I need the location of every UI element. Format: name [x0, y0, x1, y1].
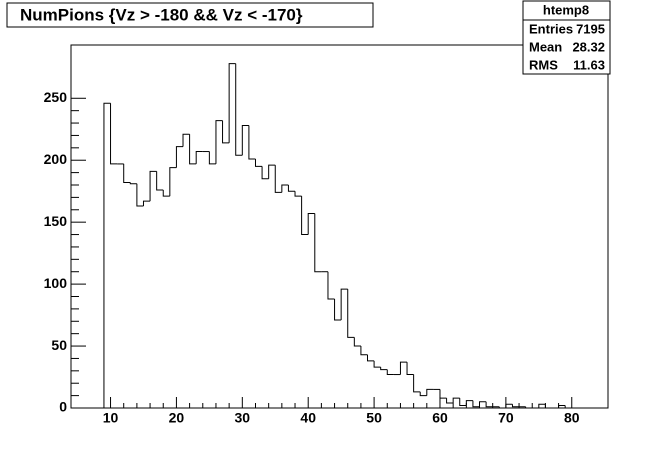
histogram-bin: [327, 271, 335, 300]
stats-value: 11.63: [573, 57, 605, 72]
histogram-bin: [347, 289, 355, 338]
histogram-bin: [215, 120, 223, 164]
histogram-bin: [544, 404, 552, 409]
histogram-bin: [399, 361, 408, 375]
histogram-bin: [142, 200, 151, 207]
histogram-bin: [426, 388, 434, 396]
histogram-bin: [439, 389, 447, 399]
stats-label: Mean: [529, 39, 562, 54]
x-tick-label: 50: [366, 410, 382, 426]
histogram-bin: [334, 298, 342, 321]
histogram-bin: [228, 63, 236, 143]
histogram-bin: [367, 354, 375, 362]
histogram-bin: [419, 391, 427, 397]
histogram-bin: [281, 184, 289, 193]
x-tick-label: 80: [564, 410, 580, 426]
histogram-bin: [274, 165, 282, 193]
x-tick-label: 70: [498, 410, 514, 426]
histogram-bin: [123, 163, 131, 184]
histogram-bin: [110, 103, 118, 165]
stats-value: 28.32: [572, 39, 605, 54]
y-tick-label: 150: [44, 213, 68, 229]
histogram-bin: [479, 401, 487, 407]
histogram-bin: [406, 362, 414, 376]
histogram-bin: [353, 337, 361, 347]
histogram-bin: [452, 397, 460, 404]
histogram-bin: [498, 406, 506, 409]
histogram-bin: [360, 346, 368, 356]
histogram-bin: [182, 133, 190, 147]
x-tick-label: 20: [169, 410, 185, 426]
histogram-bin: [564, 405, 572, 409]
plot-frame: [70, 44, 609, 409]
chart-title: NumPions {Vz > -180 && Vz < -170}: [20, 5, 303, 24]
stats-title: htemp8: [543, 2, 589, 17]
histogram-bin: [189, 134, 197, 165]
y-tick-label: 100: [44, 275, 68, 291]
x-tick-label: 60: [432, 410, 448, 426]
y-tick-label: 250: [44, 89, 68, 105]
histogram-bin: [103, 102, 111, 408]
histogram-bin: [511, 404, 520, 408]
histogram-bin: [472, 400, 480, 408]
y-tick-label: 200: [44, 151, 68, 167]
y-tick-label: 50: [51, 337, 67, 353]
histogram-bin: [268, 164, 276, 179]
histogram-bin: [340, 288, 348, 321]
stats-label: Entries: [529, 21, 573, 36]
histogram-bin: [129, 182, 137, 185]
y-tick-label: 0: [59, 399, 67, 415]
histogram-bin: [459, 398, 467, 407]
histogram-bin: [162, 189, 170, 197]
histogram-bin: [538, 403, 546, 408]
histogram-bin: [222, 120, 230, 144]
stats-box: [522, 0, 611, 75]
histogram-bin: [156, 171, 164, 191]
histogram-bin: [241, 125, 249, 156]
title-box: [6, 2, 374, 28]
x-tick-label: 40: [300, 410, 316, 426]
histogram-bin: [248, 125, 256, 160]
histogram-bin: [380, 367, 388, 371]
histogram-bin: [446, 398, 454, 404]
histogram-bin: [149, 170, 157, 202]
histogram-bin: [195, 151, 203, 164]
histogram-bin: [235, 63, 243, 156]
histogram-bin: [465, 400, 473, 406]
histogram-bin: [254, 158, 263, 167]
histogram-bin: [169, 167, 177, 197]
histogram-bin: [208, 151, 216, 165]
histogram-bin: [525, 406, 533, 409]
histogram-bin: [558, 405, 566, 408]
stats-label: RMS: [529, 57, 558, 72]
stats-value: 7195: [576, 21, 605, 36]
histogram-bin: [294, 191, 302, 197]
histogram-bin: [136, 183, 144, 207]
histogram-bin: [301, 196, 309, 236]
x-tick-label: 30: [235, 410, 251, 426]
histogram-bin: [307, 212, 315, 235]
histogram-bin: [287, 184, 296, 192]
histogram-bin: [175, 146, 184, 168]
histogram-bin: [386, 369, 394, 376]
histogram-bin: [485, 401, 493, 408]
histogram-bin: [413, 374, 421, 393]
histogram-bin: [314, 213, 322, 273]
histogram-bin: [373, 360, 381, 368]
histogram-bin: [505, 403, 513, 408]
histogram-bin: [261, 166, 269, 180]
x-tick-label: 10: [103, 410, 119, 426]
